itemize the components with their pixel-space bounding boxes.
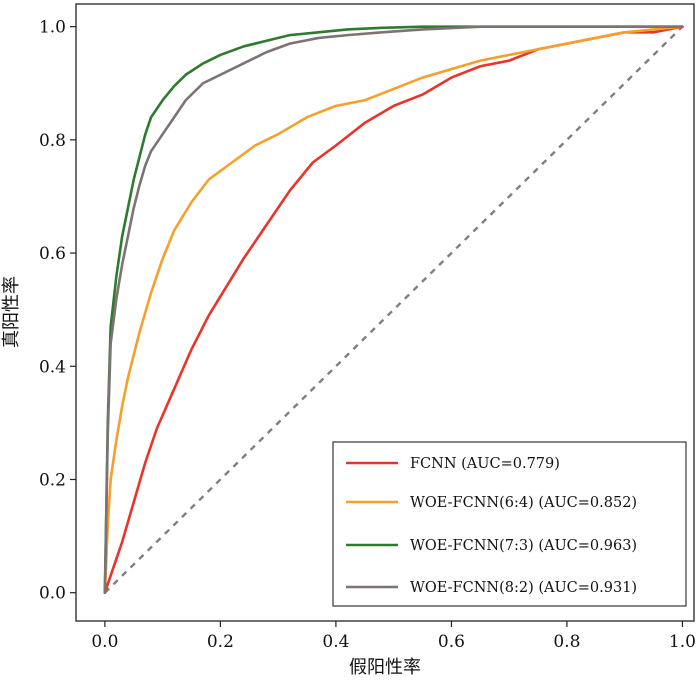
y-axis-label: 真阳性率: [1, 276, 22, 348]
y-tick-label: 0.8: [39, 131, 66, 151]
diagonal-layer: [104, 25, 684, 594]
legend: FCNN (AUC=0.779) WOE-FCNN(6:4) (AUC=0.852…: [332, 441, 687, 607]
y-ticks: 0.0 0.2 0.4 0.6 0.8 1.0: [39, 18, 76, 604]
y-tick-label: 0.0: [39, 584, 66, 604]
legend-label-0: FCNN (AUC=0.779): [410, 456, 560, 472]
series-line-2: [103, 25, 684, 595]
x-tick-label: 0.2: [207, 632, 234, 652]
x-tick-label: 0.4: [322, 632, 349, 652]
y-tick-label: 1.0: [39, 18, 66, 38]
legend-box: [332, 441, 687, 607]
y-tick-label: 0.2: [39, 470, 66, 490]
legend-label-2: WOE-FCNN(7:3) (AUC=0.963): [410, 538, 637, 554]
x-ticks: 0.0 0.2 0.4 0.6 0.8 1.0: [91, 621, 696, 652]
diagonal-reference-line: [104, 25, 684, 594]
series-line-3: [103, 25, 684, 595]
x-tick-label: 0.8: [553, 632, 580, 652]
y-tick-label: 0.6: [39, 244, 66, 264]
x-tick-label: 0.6: [438, 632, 465, 652]
x-tick-label: 1.0: [669, 632, 696, 652]
plot-frame: [75, 3, 695, 622]
legend-label-3: WOE-FCNN(8:2) (AUC=0.931): [410, 580, 637, 596]
x-tick-label: 0.0: [91, 632, 118, 652]
y-tick-label: 0.4: [39, 357, 66, 377]
series-line-1: [103, 25, 684, 595]
legend-label-1: WOE-FCNN(6:4) (AUC=0.852): [410, 495, 637, 511]
x-axis-label: 假阳性率: [349, 657, 421, 678]
series-layer: [103, 25, 684, 595]
